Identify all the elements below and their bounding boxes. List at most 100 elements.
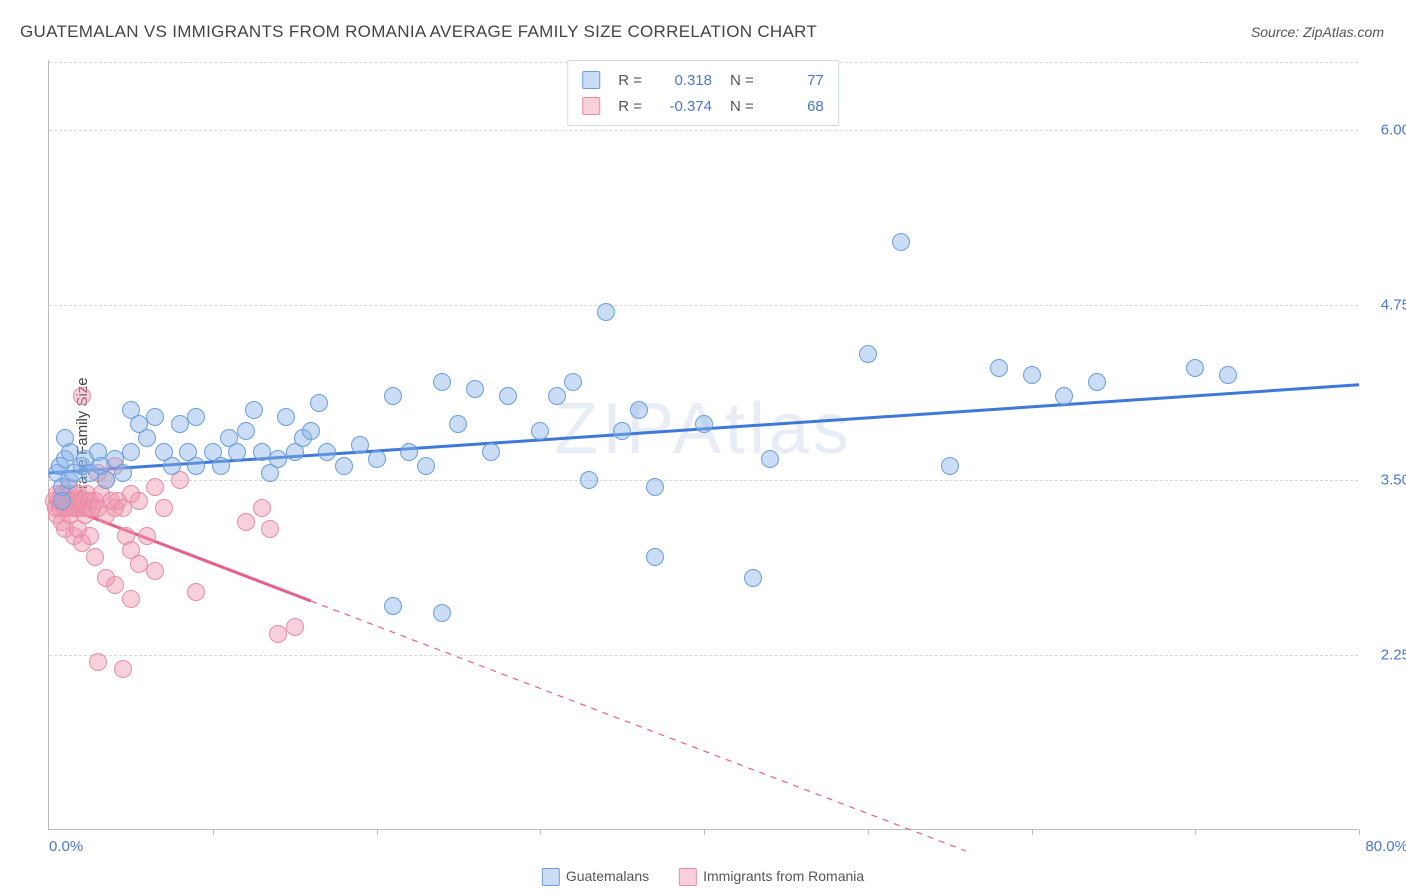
data-point	[89, 653, 107, 671]
data-point	[433, 604, 451, 622]
data-point	[482, 443, 500, 461]
data-point	[613, 422, 631, 440]
x-tick	[1359, 829, 1360, 835]
data-point	[122, 443, 140, 461]
data-point	[499, 387, 517, 405]
data-point	[253, 443, 271, 461]
swatch-icon	[679, 868, 697, 886]
series-1-label: Guatemalans	[566, 868, 649, 884]
data-point	[1023, 366, 1041, 384]
gridline	[49, 305, 1358, 306]
data-point	[564, 373, 582, 391]
y-tick-label: 3.50	[1381, 472, 1406, 489]
legend-stats-row: R = -0.374 N = 68	[582, 93, 824, 119]
data-point	[433, 373, 451, 391]
y-tick-label: 4.75	[1381, 297, 1406, 314]
trend-lines	[49, 60, 1359, 830]
data-point	[1055, 387, 1073, 405]
data-point	[228, 443, 246, 461]
data-point	[163, 457, 181, 475]
data-point	[630, 401, 648, 419]
x-tick	[213, 829, 214, 835]
x-tick	[1195, 829, 1196, 835]
data-point	[269, 450, 287, 468]
data-point	[187, 583, 205, 601]
data-point	[318, 443, 336, 461]
data-point	[86, 548, 104, 566]
data-point	[384, 387, 402, 405]
data-point	[1219, 366, 1237, 384]
gridline	[49, 480, 1358, 481]
n-value-2: 68	[772, 98, 824, 115]
data-point	[212, 457, 230, 475]
data-point	[53, 492, 71, 510]
data-point	[1186, 359, 1204, 377]
data-point	[417, 457, 435, 475]
r-label: R =	[618, 72, 642, 89]
y-tick-label: 2.25	[1381, 647, 1406, 664]
data-point	[531, 422, 549, 440]
swatch-series-1	[582, 71, 600, 89]
y-tick-label: 6.00	[1381, 122, 1406, 139]
data-point	[580, 471, 598, 489]
r-value-1: 0.318	[660, 72, 712, 89]
legend-item: Guatemalans	[542, 868, 649, 886]
x-tick	[868, 829, 869, 835]
data-point	[548, 387, 566, 405]
data-point	[81, 527, 99, 545]
data-point	[146, 408, 164, 426]
x-tick	[377, 829, 378, 835]
data-point	[73, 387, 91, 405]
x-min-label: 0.0%	[49, 838, 83, 855]
data-point	[646, 548, 664, 566]
source-attribution: Source: ZipAtlas.com	[1251, 24, 1384, 40]
data-point	[114, 660, 132, 678]
chart-title: GUATEMALAN VS IMMIGRANTS FROM ROMANIA AV…	[20, 22, 817, 42]
data-point	[187, 457, 205, 475]
data-point	[146, 562, 164, 580]
data-point	[941, 457, 959, 475]
data-point	[368, 450, 386, 468]
data-point	[138, 527, 156, 545]
data-point	[277, 408, 295, 426]
data-point	[155, 499, 173, 517]
data-point	[114, 464, 132, 482]
data-point	[171, 415, 189, 433]
data-point	[466, 380, 484, 398]
plot-area: ZIPAtlas 0.0% 80.0% 2.253.504.756.00	[48, 60, 1358, 830]
swatch-series-2	[582, 97, 600, 115]
data-point	[261, 520, 279, 538]
swatch-icon	[542, 868, 560, 886]
data-point	[400, 443, 418, 461]
data-point	[187, 408, 205, 426]
data-point	[237, 513, 255, 531]
data-point	[253, 499, 271, 517]
data-point	[761, 450, 779, 468]
data-point	[302, 422, 320, 440]
data-point	[744, 569, 762, 587]
data-point	[695, 415, 713, 433]
data-point	[859, 345, 877, 363]
x-tick	[540, 829, 541, 835]
data-point	[286, 618, 304, 636]
gridline	[49, 130, 1358, 131]
legend-series: Guatemalans Immigrants from Romania	[542, 868, 864, 886]
data-point	[97, 471, 115, 489]
x-tick	[1032, 829, 1033, 835]
data-point	[597, 303, 615, 321]
r-value-2: -0.374	[660, 98, 712, 115]
data-point	[335, 457, 353, 475]
x-tick	[704, 829, 705, 835]
n-value-1: 77	[772, 72, 824, 89]
x-max-label: 80.0%	[1365, 838, 1406, 855]
legend-item: Immigrants from Romania	[679, 868, 864, 886]
legend-stats-row: R = 0.318 N = 77	[582, 67, 824, 93]
data-point	[56, 429, 74, 447]
data-point	[310, 394, 328, 412]
data-point	[237, 422, 255, 440]
legend-stats: R = 0.318 N = 77 R = -0.374 N = 68	[567, 60, 839, 126]
chart-container: { "title": "GUATEMALAN VS IMMIGRANTS FRO…	[0, 0, 1406, 892]
data-point	[122, 590, 140, 608]
data-point	[245, 401, 263, 419]
data-point	[130, 555, 148, 573]
